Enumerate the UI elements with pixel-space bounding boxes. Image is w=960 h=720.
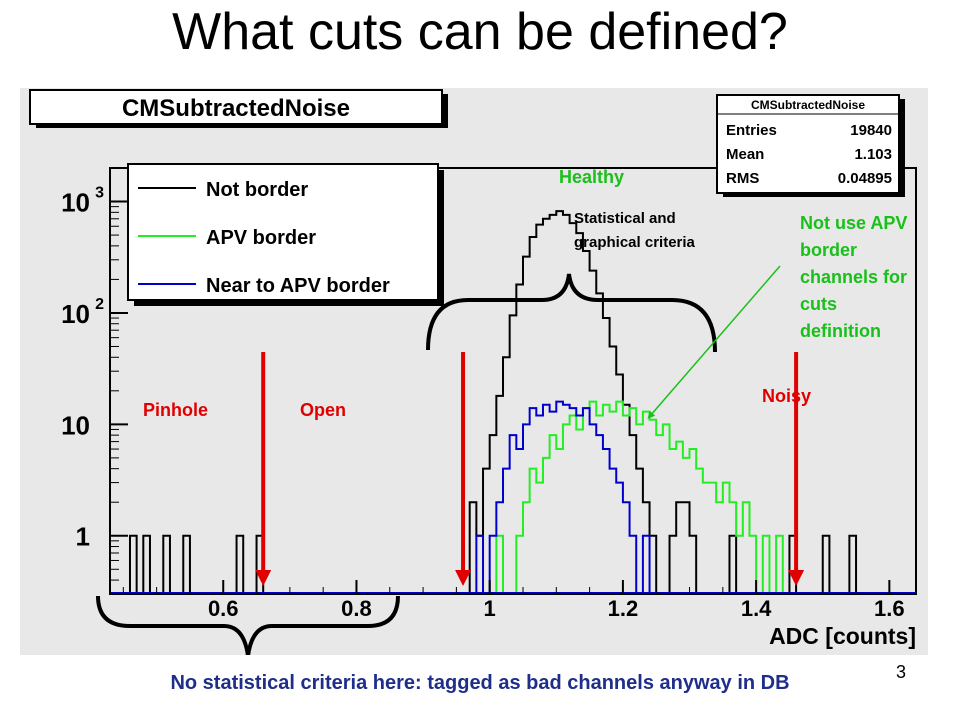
y-tick-label: 1 — [76, 522, 90, 552]
legend: Not border APV border Near to APV border — [127, 163, 444, 306]
apv-note-line-2: border — [800, 240, 857, 260]
y-tick-label: 10 — [61, 299, 90, 329]
healthy-label: Healthy — [559, 167, 624, 187]
slide-title: What cuts can be defined? — [172, 3, 788, 61]
y-tick-label: 10 — [61, 188, 90, 218]
pinhole-label: Pinhole — [143, 400, 208, 420]
x-tick-label: 0.8 — [341, 596, 372, 621]
histogram-title: CMSubtractedNoise — [122, 95, 350, 122]
stats-box: CMSubtractedNoise Entries 19840 Mean 1.1… — [716, 94, 905, 197]
x-tick-label: 1.2 — [608, 596, 639, 621]
apv-note-line-3: channels for — [800, 267, 907, 287]
y-tick-exponent: 3 — [95, 185, 104, 202]
x-tick-label: 1 — [484, 596, 496, 621]
x-tick-label: 1.4 — [741, 596, 772, 621]
series-apv-border — [489, 400, 790, 595]
open-label: Open — [300, 400, 346, 420]
stats-rms-label: RMS — [726, 170, 759, 187]
y-tick-label: 10 — [61, 410, 90, 440]
legend-label: Not border — [206, 179, 308, 201]
apv-note-arrow — [647, 265, 781, 419]
y-tick-exponent: 2 — [95, 296, 104, 313]
histogram-title-box: CMSubtractedNoise — [29, 89, 448, 128]
noisy-label: Noisy — [762, 386, 811, 406]
histogram-plot: CMSubtractedNoise CMSubtractedNoise Entr… — [20, 88, 928, 655]
x-tick-label: 0.6 — [208, 596, 239, 621]
legend-label: Near to APV border — [206, 275, 390, 297]
series-not-border — [123, 210, 863, 595]
series-near-to-apv-border — [469, 400, 657, 595]
statistical-criteria-line-1: Statistical and — [574, 210, 676, 227]
footer-note: No statistical criteria here: tagged as … — [170, 672, 790, 694]
stats-mean-label: Mean — [726, 146, 764, 163]
apv-note-line-4: cuts — [800, 294, 837, 314]
x-axis-label: ADC [counts] — [769, 623, 916, 649]
statistical-criteria-line-2: graphical criteria — [574, 234, 696, 251]
page-number: 3 — [896, 662, 907, 682]
apv-note-line-5: definition — [800, 321, 881, 341]
stats-rms-value: 0.04895 — [838, 170, 892, 187]
legend-label: APV border — [206, 227, 316, 249]
stats-title: CMSubtractedNoise — [751, 98, 865, 112]
healthy-range-brace — [426, 273, 717, 353]
stats-mean-value: 1.103 — [854, 146, 892, 163]
stats-entries-label: Entries — [726, 122, 777, 139]
apv-note-line-1: Not use APV — [800, 213, 907, 233]
x-tick-label: 1.6 — [874, 596, 905, 621]
stats-entries-value: 19840 — [850, 122, 892, 139]
no-statistics-brace — [96, 595, 400, 655]
